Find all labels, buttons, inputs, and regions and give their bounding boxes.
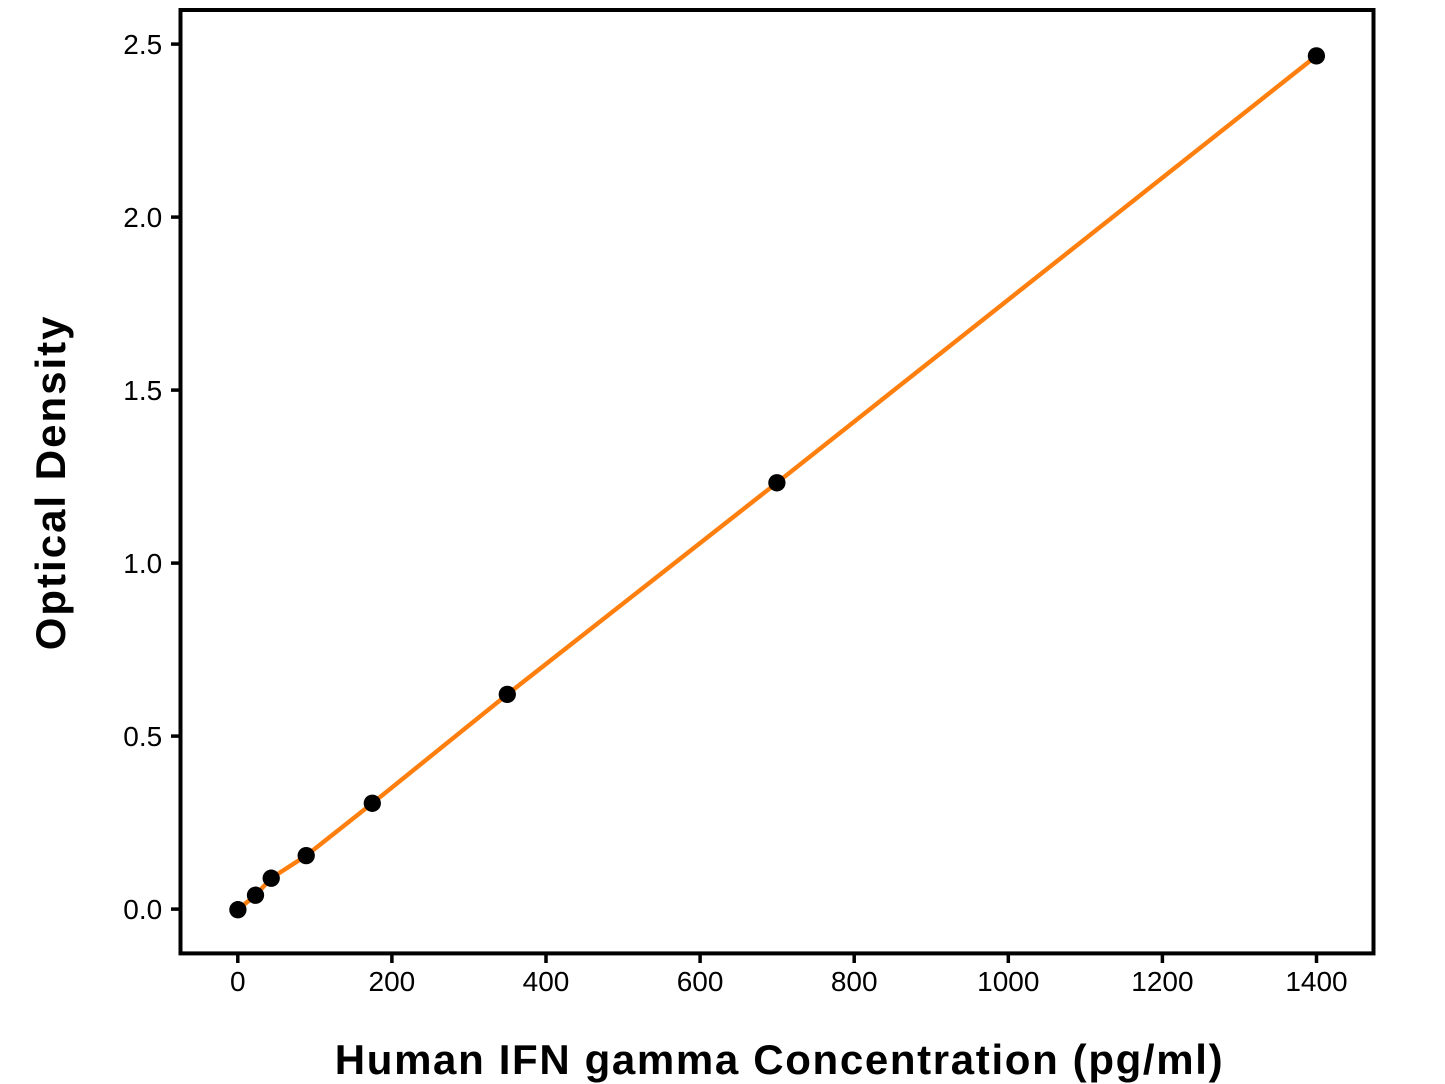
svg-text:2.0: 2.0 <box>123 202 162 233</box>
svg-text:200: 200 <box>369 966 416 997</box>
svg-text:Optical Density: Optical Density <box>27 315 74 651</box>
svg-text:1.0: 1.0 <box>123 548 162 579</box>
svg-text:400: 400 <box>523 966 570 997</box>
svg-text:800: 800 <box>831 966 878 997</box>
svg-text:1000: 1000 <box>977 966 1039 997</box>
svg-text:0.5: 0.5 <box>123 721 162 752</box>
svg-text:600: 600 <box>677 966 724 997</box>
svg-text:1.5: 1.5 <box>123 375 162 406</box>
svg-text:0.0: 0.0 <box>123 894 162 925</box>
svg-text:2.5: 2.5 <box>123 29 162 60</box>
svg-text:Human IFN gamma Concentration: Human IFN gamma Concentration (pg/ml) <box>335 1036 1224 1083</box>
svg-text:0: 0 <box>230 966 246 997</box>
svg-text:1400: 1400 <box>1285 966 1347 997</box>
svg-text:1200: 1200 <box>1131 966 1193 997</box>
